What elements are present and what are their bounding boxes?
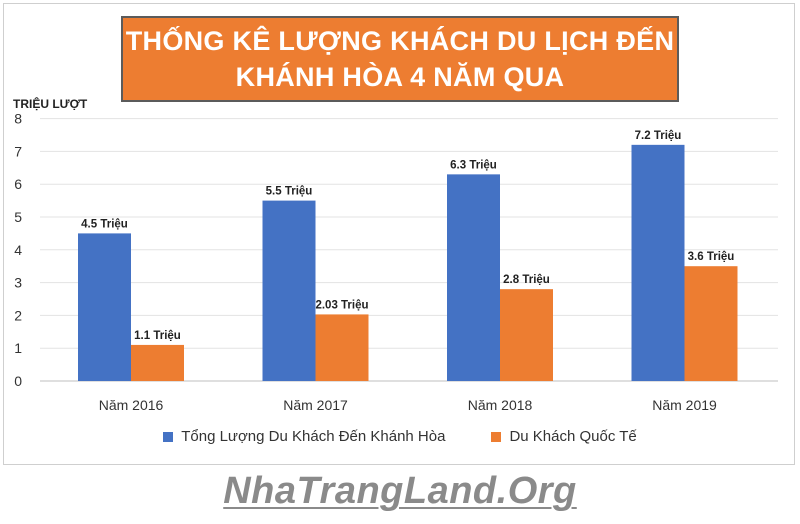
y-tick-label: 1 bbox=[14, 340, 22, 356]
chart-title-box: THỐNG KÊ LƯỢNG KHÁCH DU LỊCH ĐẾN KHÁNH H… bbox=[121, 16, 679, 102]
legend-swatch-intl bbox=[491, 431, 502, 442]
bar-intl bbox=[500, 289, 553, 381]
y-tick-label: 4 bbox=[14, 242, 22, 258]
y-axis-title: TRIỆU LƯỢT bbox=[13, 96, 88, 111]
bar-total bbox=[631, 144, 685, 381]
legend-item-total: Tổng Lượng Du Khách Đến Khánh Hòa bbox=[163, 428, 445, 445]
legend-swatch-total bbox=[163, 431, 174, 442]
bar-total bbox=[262, 200, 316, 381]
x-tick-label: Năm 2016 bbox=[99, 397, 164, 413]
bar-intl bbox=[315, 314, 369, 381]
data-label: 2.8 Triệu bbox=[503, 274, 550, 286]
y-tick-label: 5 bbox=[14, 209, 22, 225]
data-label: 2.03 Triệu bbox=[315, 299, 368, 311]
watermark: NhaTrangLand.Org bbox=[223, 470, 577, 512]
x-tick-label: Năm 2018 bbox=[468, 397, 533, 413]
data-label: 6.3 Triệu bbox=[450, 159, 497, 171]
data-label: 1.1 Triệu bbox=[134, 330, 181, 342]
legend-label-intl: Du Khách Quốc Tế bbox=[509, 428, 637, 445]
y-tick-label: 6 bbox=[14, 176, 22, 192]
data-label: 5.5 Triệu bbox=[266, 186, 313, 198]
bar-total bbox=[78, 233, 131, 381]
y-tick-label: 3 bbox=[14, 275, 22, 291]
bar-intl bbox=[131, 344, 184, 381]
y-tick-label: 2 bbox=[14, 307, 22, 323]
legend-label-total: Tổng Lượng Du Khách Đến Khánh Hòa bbox=[181, 428, 446, 445]
legend-item-intl: Du Khách Quốc Tế bbox=[491, 428, 637, 445]
bar-total bbox=[447, 174, 500, 381]
x-tick-label: Năm 2019 bbox=[652, 397, 717, 413]
data-label: 7.2 Triệu bbox=[635, 130, 682, 142]
data-label: 4.5 Triệu bbox=[81, 218, 128, 230]
data-label: 3.6 Triệu bbox=[688, 251, 735, 263]
y-tick-label: 0 bbox=[14, 373, 22, 389]
y-tick-label: 8 bbox=[14, 111, 22, 127]
bar-intl bbox=[684, 266, 738, 381]
x-tick-label: Năm 2017 bbox=[283, 397, 348, 413]
y-tick-label: 7 bbox=[14, 143, 22, 159]
chart-title-line-1: THỐNG KÊ LƯỢNG KHÁCH DU LỊCH ĐẾN bbox=[125, 26, 675, 56]
chart-title-line-2: KHÁNH HÒA 4 NĂM QUA bbox=[235, 62, 565, 92]
bar-chart: TRIỆU LƯỢT 0 1 2 3 4 5 6 7 8 4.5 Triệu 1.1 Triệu Năm… bbox=[13, 96, 778, 413]
chart-legend: Tổng Lượng Du Khách Đến Khánh Hòa Du Khá… bbox=[0, 428, 800, 445]
